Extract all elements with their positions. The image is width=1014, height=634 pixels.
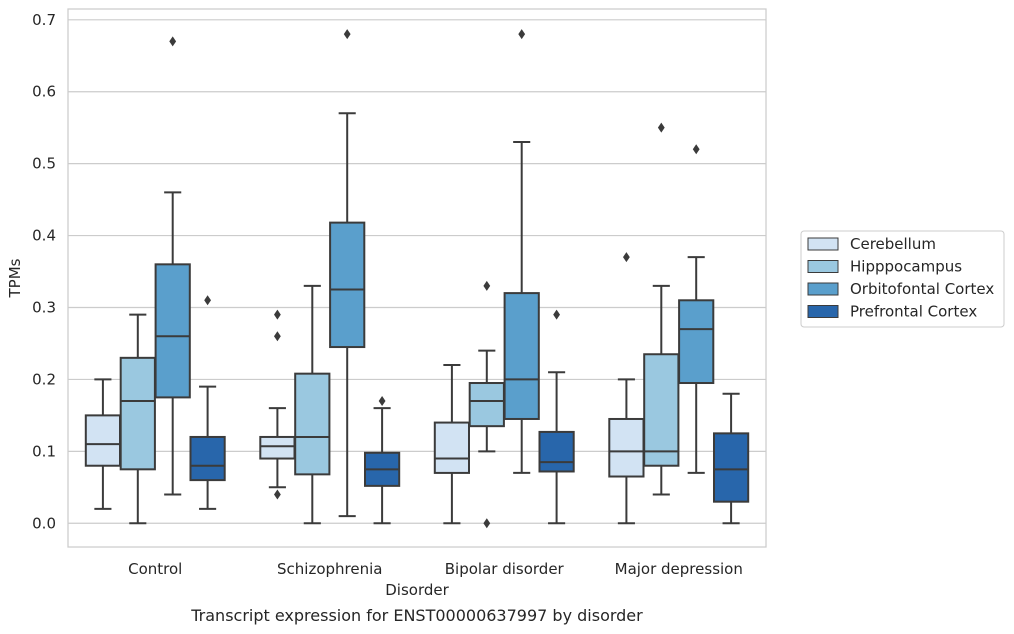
box-iqr — [538, 430, 575, 473]
box-orbitofontal-cortex — [329, 29, 366, 518]
box-iqr — [608, 417, 645, 478]
outlier-point — [692, 144, 700, 155]
outlier-point — [623, 252, 630, 263]
legend-swatch — [807, 282, 839, 296]
box-prefrontal-cortex — [538, 309, 575, 525]
box-orbitofontal-cortex — [503, 29, 540, 474]
legend-swatch — [807, 260, 839, 273]
legend: Cerebellum Hipppocampus Orbitofontal Corte… — [800, 230, 1005, 328]
legend-label: Orbitofontal Cortex — [850, 280, 994, 298]
box-orbitofontal-cortex — [678, 144, 715, 474]
boxes-layer — [84, 29, 750, 529]
box-iqr — [468, 382, 505, 428]
box-hipppocampus — [119, 313, 156, 525]
box-orbitofontal-cortex — [154, 36, 191, 496]
outlier-point — [274, 309, 281, 320]
outlier-point — [483, 518, 491, 529]
box-iqr — [678, 299, 715, 385]
box-iqr — [643, 353, 680, 467]
box-iqr — [259, 435, 296, 460]
box-iqr — [294, 372, 331, 476]
y-tick-label: 0.1 — [32, 442, 56, 460]
outlier-point — [657, 122, 665, 133]
box-prefrontal-cortex — [363, 395, 401, 525]
y-tick-label: 0.0 — [32, 514, 56, 532]
x-tick-label: Schizophrenia — [277, 560, 382, 578]
box-hipppocampus — [294, 284, 331, 525]
outlier-point — [518, 29, 526, 40]
x-tick-label: Control — [128, 560, 182, 578]
x-tick-labels: Control Schizophrenia Bipolar disorder Majo… — [128, 560, 743, 578]
box-hipppocampus — [468, 280, 505, 529]
x-tick-label: Major depression — [615, 560, 743, 578]
outlier-point — [204, 295, 211, 306]
box-iqr — [119, 356, 156, 471]
box-iqr — [189, 435, 226, 482]
box-iqr — [433, 421, 471, 474]
plot-frame — [67, 8, 767, 548]
outlier-point — [378, 395, 386, 406]
y-tick-label: 0.5 — [32, 155, 56, 173]
legend-label: Cerebellum — [850, 235, 936, 253]
figure-caption: Transcript expression for ENST0000063799… — [191, 606, 643, 625]
box-hipppocampus — [643, 122, 680, 496]
legend-frame — [800, 230, 1005, 328]
outlier-point — [483, 280, 491, 291]
box-prefrontal-cortex — [189, 295, 226, 510]
box-iqr — [503, 292, 540, 420]
box-cerebellum — [259, 309, 296, 500]
y-axis-label: TPMs — [6, 258, 24, 298]
outlier-point — [274, 489, 281, 500]
outlier-point — [553, 309, 560, 320]
legend-swatch — [807, 237, 839, 251]
box-cerebellum — [608, 252, 645, 525]
box-iqr — [329, 221, 366, 349]
box-iqr — [712, 432, 750, 503]
y-tick-label: 0.3 — [32, 298, 56, 316]
x-axis-label: Disorder — [385, 581, 449, 599]
outlier-point — [274, 331, 281, 342]
legend-label: Prefrontal Cortex — [850, 303, 977, 321]
y-tick-label: 0.6 — [32, 83, 56, 101]
y-tick-label: 0.2 — [32, 370, 56, 388]
box-prefrontal-cortex — [712, 392, 750, 525]
legend-label: Hipppocampus — [850, 258, 962, 276]
box-iqr — [154, 263, 191, 399]
y-tick-label: 0.7 — [32, 11, 56, 29]
x-tick-label: Bipolar disorder — [445, 560, 565, 578]
outlier-point — [343, 29, 351, 40]
box-iqr — [84, 414, 122, 467]
y-tick-labels: 0.0 0.1 0.2 0.3 0.4 0.5 0.6 0.7 — [32, 11, 56, 532]
outlier-point — [169, 36, 177, 47]
box-cerebellum — [433, 364, 471, 525]
box-cerebellum — [84, 378, 122, 510]
y-tick-label: 0.4 — [32, 227, 56, 245]
legend-swatch — [807, 305, 839, 318]
